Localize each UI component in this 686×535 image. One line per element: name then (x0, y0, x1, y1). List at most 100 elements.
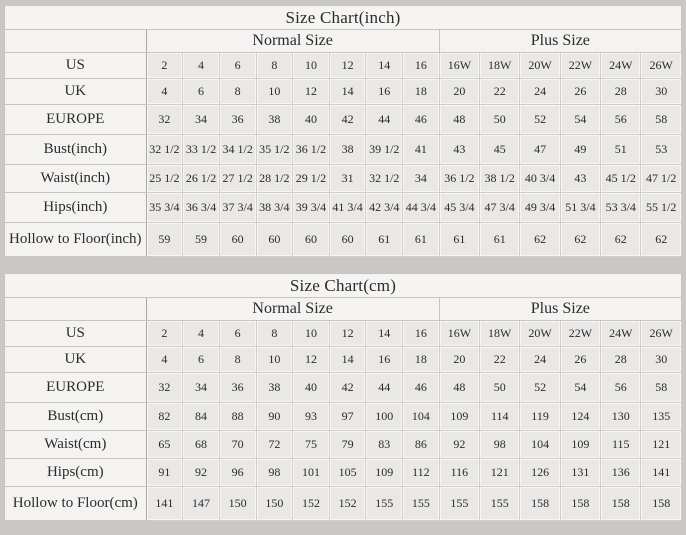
size-cell: 8 (255, 52, 294, 79)
size-cell: 35 3/4 (145, 192, 184, 223)
table-row: EUROPE 32 34 36 38 40 42 44 46 48 50 52 54 56 58 (4, 372, 682, 403)
size-cell: 60 (255, 222, 294, 257)
size-cell: 26W (640, 52, 682, 79)
size-cell: 51 3/4 (559, 192, 602, 223)
row-label: Hollow to Floor(inch) (4, 222, 147, 257)
size-cell: 97 (328, 402, 367, 431)
size-cell: 22W (559, 52, 602, 79)
row-label: EUROPE (4, 104, 147, 135)
size-cell: 155 (479, 486, 521, 521)
size-cell: 44 (365, 104, 404, 135)
row-label: Hips(inch) (4, 192, 147, 223)
corner-cell (4, 297, 147, 321)
table-row: US 2 4 6 8 10 12 14 16 16W 18W 20W 22W 24W 26W (4, 52, 682, 79)
size-cell: 60 (328, 222, 367, 257)
size-cell: 42 3/4 (365, 192, 404, 223)
table-row: UK 4 6 8 10 12 14 16 18 20 22 24 26 28 30 (4, 78, 682, 105)
size-cell: 90 (255, 402, 294, 431)
size-cell: 28 1/2 (255, 164, 294, 193)
size-cell: 2 (145, 320, 184, 347)
size-cell: 32 (145, 372, 184, 403)
size-cell: 38 (255, 104, 294, 135)
size-cell: 18W (479, 320, 521, 347)
size-cell: 109 (559, 430, 602, 459)
size-cell: 27 1/2 (218, 164, 257, 193)
size-cell: 45 3/4 (438, 192, 481, 223)
size-cell: 6 (218, 320, 257, 347)
size-cell: 18 (402, 346, 440, 373)
size-cell: 30 (640, 78, 682, 105)
size-cell: 68 (182, 430, 220, 459)
size-cell: 6 (218, 52, 257, 79)
size-cell: 42 (328, 372, 367, 403)
row-label: EUROPE (4, 372, 147, 403)
size-cell: 61 (365, 222, 404, 257)
group-header-row: Normal Size Plus Size (4, 29, 683, 53)
size-cell: 36 (218, 104, 257, 135)
size-cell: 147 (182, 486, 220, 521)
table-row: Hips(cm) 91 92 96 98 101 105 109 112 116 121 126 13… (4, 458, 682, 487)
row-label: UK (4, 78, 147, 105)
size-cell: 104 (519, 430, 561, 459)
size-cell: 16W (438, 320, 481, 347)
size-cell: 47 1/2 (640, 164, 682, 193)
size-cell: 25 1/2 (145, 164, 184, 193)
size-cell: 158 (559, 486, 602, 521)
size-cell: 32 1/2 (365, 164, 404, 193)
size-cell: 28 (600, 78, 642, 105)
group-header-row: Normal Size Plus Size (4, 297, 683, 321)
size-cell: 10 (292, 320, 330, 347)
size-cell: 24W (600, 52, 642, 79)
size-cell: 62 (519, 222, 561, 257)
size-cell: 65 (145, 430, 184, 459)
size-cell: 16 (402, 320, 440, 347)
size-cell: 53 3/4 (600, 192, 642, 223)
size-cell: 58 (640, 372, 682, 403)
size-cell: 121 (640, 430, 682, 459)
size-cell: 109 (365, 458, 404, 487)
size-cell: 60 (218, 222, 257, 257)
size-cell: 84 (182, 402, 220, 431)
size-cell: 83 (365, 430, 404, 459)
size-cell: 29 1/2 (292, 164, 330, 193)
size-cell: 10 (255, 346, 294, 373)
size-cell: 41 3/4 (328, 192, 367, 223)
size-cell: 36 3/4 (182, 192, 220, 223)
table-title: Size Chart(cm) (4, 273, 682, 298)
size-cell: 12 (292, 346, 330, 373)
size-cell: 32 1/2 (145, 134, 184, 165)
size-cell: 141 (640, 458, 682, 487)
table-row: Hips(inch) 35 3/4 36 3/4 37 3/4 38 3/4 39 3/… (4, 192, 682, 223)
size-cell: 92 (182, 458, 220, 487)
size-cell: 44 3/4 (402, 192, 440, 223)
size-cell: 50 (479, 104, 521, 135)
size-cell: 135 (640, 402, 682, 431)
size-cell: 50 (479, 372, 521, 403)
size-cell: 26 (559, 346, 602, 373)
size-cell: 31 (328, 164, 367, 193)
size-cell: 46 (402, 372, 440, 403)
size-cell: 70 (218, 430, 257, 459)
size-cell: 10 (292, 52, 330, 79)
size-cell: 52 (519, 372, 561, 403)
size-cell: 12 (328, 52, 367, 79)
size-cell: 114 (479, 402, 521, 431)
row-label: US (4, 320, 147, 347)
size-cell: 150 (218, 486, 257, 521)
size-cell: 30 (640, 346, 682, 373)
size-cell: 141 (145, 486, 184, 521)
row-label: Waist(cm) (4, 430, 147, 459)
size-cell: 36 1/2 (292, 134, 330, 165)
size-cell: 54 (559, 372, 602, 403)
size-cell: 43 (438, 134, 481, 165)
size-cell: 2 (145, 52, 184, 79)
size-cell: 4 (182, 320, 220, 347)
table-row: EUROPE 32 34 36 38 40 42 44 46 48 50 52 54 56 58 (4, 104, 682, 135)
size-cell: 56 (600, 372, 642, 403)
size-cell: 101 (292, 458, 330, 487)
size-cell: 48 (438, 104, 481, 135)
size-cell: 26W (640, 320, 682, 347)
size-cell: 20 (438, 346, 481, 373)
size-cell: 152 (328, 486, 367, 521)
size-cell: 38 (328, 134, 367, 165)
